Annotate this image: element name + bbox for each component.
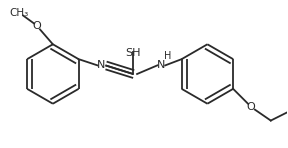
- Text: H: H: [164, 52, 171, 61]
- Text: N: N: [97, 60, 106, 70]
- Text: O: O: [247, 102, 255, 112]
- Text: SH: SH: [125, 48, 141, 58]
- Text: N: N: [157, 60, 165, 70]
- Text: O: O: [33, 21, 41, 32]
- Text: CH₃: CH₃: [10, 8, 29, 18]
